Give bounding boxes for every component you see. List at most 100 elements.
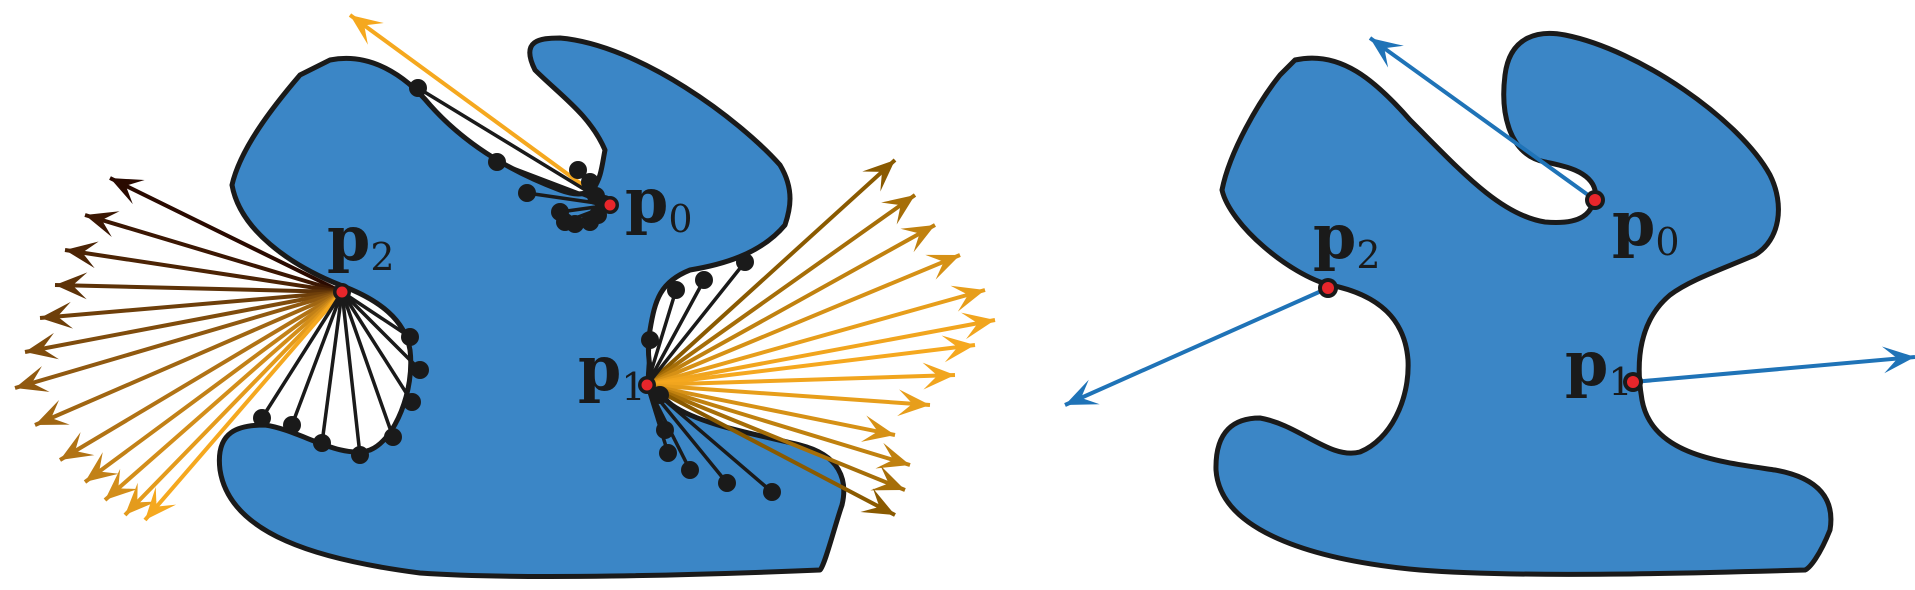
p2-ray-4-head [40, 301, 74, 329]
left-points [333, 196, 656, 394]
p2-ray-10 [103, 290, 344, 502]
p2-ray-7 [34, 290, 343, 427]
p2-ray-2-head [65, 241, 99, 269]
chord-2-0 [341, 290, 411, 339]
p1-ray-0 [645, 158, 897, 387]
boundary-dot [283, 416, 301, 434]
right-point-p2-center [1322, 282, 1334, 294]
chord-1-9 [645, 383, 774, 494]
boundary-dot [736, 253, 754, 271]
p2-ray-11-head [125, 482, 157, 515]
chord-1-1 [645, 279, 706, 386]
p1-ray-3 [646, 253, 961, 387]
boundary-dot [401, 328, 419, 346]
p1-ray-9 [646, 383, 896, 437]
p2-ray-6-head [15, 366, 50, 392]
left-point-p2-center [336, 286, 348, 298]
boundary-dot [651, 386, 669, 404]
boundary-dot [656, 421, 674, 439]
p2-ray-5 [24, 290, 343, 354]
p2-ray-7-head [35, 399, 70, 425]
p2-ray-3-head [55, 272, 88, 300]
p1-normal-arrow [1632, 355, 1915, 384]
boundary-dot [409, 79, 427, 97]
p1-ray-7-head [922, 362, 955, 390]
left-panel: p0 p1 p2 [14, 13, 996, 579]
chord-2-4 [340, 291, 362, 456]
boundary-dot [313, 434, 331, 452]
p1-ray-3-head [925, 254, 960, 280]
boundary-dot [581, 173, 599, 191]
p1-ray-6-head [941, 335, 975, 363]
chord-1-2 [645, 260, 747, 387]
boundary-dot [667, 281, 685, 299]
p1-ray-6 [646, 343, 976, 387]
p1-ray-2-head [900, 225, 935, 253]
chord-2-1 [340, 290, 422, 372]
right-label-p1: p1 [1565, 327, 1633, 404]
right-point-p0-center [1589, 194, 1601, 206]
p2-ray-10-head [105, 468, 138, 500]
p1-ray-12-head [860, 488, 895, 515]
chord-1-6 [645, 384, 670, 454]
p1-ray-9-head [860, 415, 895, 442]
boundary-dot [566, 215, 584, 233]
p1-ray-8-head [897, 389, 930, 417]
boundary-dot [641, 331, 659, 349]
boundary-dot [569, 161, 587, 179]
p2-ray-4 [39, 290, 343, 320]
boundary-dot [695, 271, 713, 289]
left-point-p1-center [641, 379, 653, 391]
p2-ray-9 [83, 290, 344, 484]
p2-ray-12 [143, 290, 344, 522]
left-ray-fans [14, 13, 996, 522]
right-label-p0: p0 [1612, 187, 1680, 264]
boundary-dot [488, 153, 506, 171]
boundary-dot [384, 428, 402, 446]
chord-2-2 [340, 291, 414, 403]
p1-ray-7 [646, 373, 956, 387]
right-point-p1-center [1627, 376, 1639, 388]
p0-ray [348, 13, 612, 207]
p2-ray-5-head [25, 332, 59, 360]
left-label-p0: p0 [625, 164, 693, 241]
p1-ray-12 [646, 383, 896, 517]
left-label-p1: p1 [578, 332, 646, 409]
p2-ray-8 [58, 290, 344, 462]
right-panel: p0 p1 p2 [1064, 30, 1915, 577]
p0-ray-head [350, 15, 384, 45]
p2-normal-arrow [1064, 286, 1329, 407]
p2-ray-2 [64, 248, 343, 294]
p1-ray-4-head [950, 285, 985, 312]
boundary-dot [518, 184, 536, 202]
p2-ray-11 [123, 290, 344, 517]
p1-ray-4 [646, 288, 986, 387]
right-points [1318, 190, 1643, 392]
p0-normal-arrow-head [1370, 38, 1404, 68]
p2-ray-1 [84, 213, 343, 294]
boundary-dot [411, 361, 429, 379]
boundary-dot [587, 187, 605, 205]
boundary-dot [718, 474, 736, 492]
p1-ray-5 [646, 318, 996, 387]
right-blob-shape [1213, 30, 1834, 577]
chord-2-6 [290, 291, 344, 426]
p1-ray-11-head [870, 465, 905, 491]
left-boundary-dots [253, 79, 781, 501]
p2-ray-8-head [60, 432, 95, 460]
chord-2-5 [320, 291, 344, 444]
p1-ray-11 [646, 383, 906, 492]
p1-normal-arrow-head [1881, 346, 1915, 374]
p2-ray-1-head [85, 211, 120, 238]
chord-1-0 [645, 289, 678, 386]
p2-normal-arrow-head [1065, 379, 1100, 405]
p1-ray-10 [646, 383, 911, 467]
boundary-dot [351, 446, 369, 464]
p1-ray-0-head [862, 160, 895, 192]
p1-ray-1 [645, 193, 917, 387]
p1-ray-1-head [881, 195, 915, 225]
boundary-dot [659, 444, 677, 462]
p1-ray-5-head [961, 312, 995, 340]
boundary-dot [763, 483, 781, 501]
